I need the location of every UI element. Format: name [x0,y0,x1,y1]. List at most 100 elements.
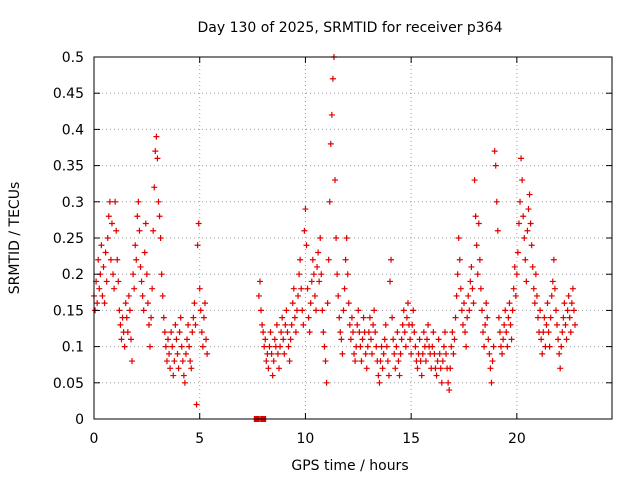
data-point [533,292,540,299]
data-point [489,358,496,365]
data-point [381,336,388,343]
data-point [332,177,339,184]
data-point [572,321,578,328]
data-point [520,213,527,220]
data-point [94,300,101,307]
data-point [395,358,402,365]
data-point [307,300,314,307]
data-point [378,343,385,350]
data-point [193,401,200,408]
data-point [159,292,166,299]
data-point [336,314,343,321]
data-point [470,300,477,307]
data-point [425,321,432,328]
data-point [491,148,498,155]
data-point [335,292,342,299]
data-point [326,198,333,205]
data-point [178,343,185,350]
data-point [379,365,386,372]
data-point [508,336,515,343]
data-point [528,242,535,249]
data-point [452,314,459,321]
data-point [133,256,140,263]
data-point [199,343,206,350]
data-point [527,220,534,227]
data-point [439,358,446,365]
y-tick-label: 0.25 [53,231,84,247]
data-point [292,329,299,336]
data-point [185,321,192,328]
data-point [414,365,421,372]
data-point [106,198,113,205]
data-point [397,350,404,357]
data-point [500,336,507,343]
data-point [457,285,464,292]
data-point [475,220,482,227]
data-point [351,350,358,357]
data-point [340,307,347,314]
data-point [181,379,188,386]
data-point [399,321,406,328]
data-point [561,300,568,307]
data-point [269,372,276,379]
data-point [202,300,208,307]
data-point [511,263,518,270]
data-point [447,365,454,372]
data-point [372,329,379,336]
data-point [543,321,550,328]
data-point [319,307,326,314]
data-point [288,321,295,328]
data-point [464,314,471,321]
data-point [558,343,565,350]
data-point [175,365,182,372]
data-point [459,321,466,328]
data-point [469,285,476,292]
data-point [363,365,370,372]
y-tick-label: 0 [75,412,84,428]
data-point [149,285,156,292]
data-point [474,271,481,278]
data-point [453,292,460,299]
data-point [123,314,130,321]
data-point [333,235,340,241]
data-point [477,285,484,292]
data-point [430,329,437,336]
data-point [151,184,158,191]
data-points [91,54,578,422]
data-point [478,307,485,314]
axis-ticks [93,56,612,420]
data-point [192,321,199,328]
data-point [509,307,516,314]
data-point [521,235,528,241]
data-point [158,271,165,278]
data-point [112,198,119,205]
data-point [526,191,533,198]
data-point [152,148,159,155]
data-point [389,314,396,321]
data-point [285,343,292,350]
data-point [420,329,427,336]
y-tick-label: 0.1 [62,340,84,356]
data-point [314,263,321,270]
data-point [513,271,520,278]
data-point [98,242,105,249]
data-point [204,350,211,357]
data-point [323,379,330,386]
data-point [328,111,335,118]
data-point [256,278,263,285]
data-point [342,256,349,263]
data-point [343,235,350,241]
data-point [348,314,355,321]
data-point [311,292,318,299]
data-point [270,358,277,365]
data-point [554,321,561,328]
data-point [556,350,563,357]
data-point [131,285,138,292]
data-point [552,307,559,314]
data-point [539,350,546,357]
data-point [472,213,479,220]
data-point [437,365,444,372]
data-point [198,329,205,336]
data-point [371,307,378,314]
data-point [546,343,553,350]
